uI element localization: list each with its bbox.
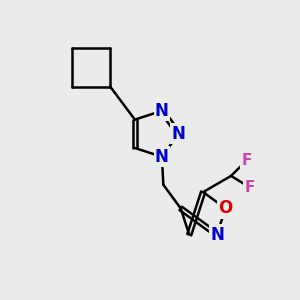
- Text: N: N: [172, 125, 185, 143]
- Text: N: N: [155, 148, 169, 166]
- Text: N: N: [210, 226, 224, 244]
- Text: F: F: [241, 153, 252, 168]
- Text: N: N: [155, 102, 169, 120]
- Text: F: F: [244, 180, 254, 195]
- Text: O: O: [218, 200, 233, 217]
